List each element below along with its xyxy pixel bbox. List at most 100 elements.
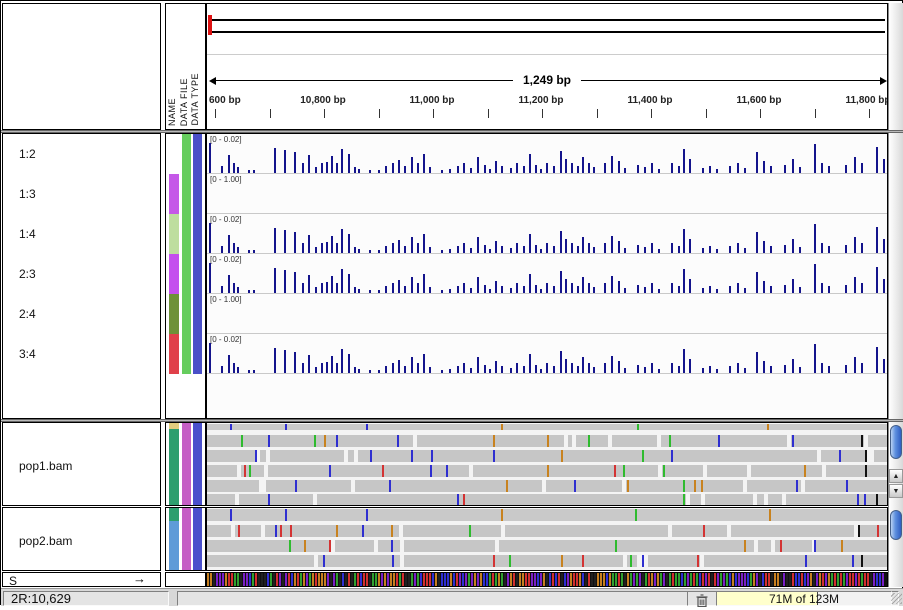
ruler-tick bbox=[869, 109, 870, 118]
read-boundary-gap bbox=[658, 465, 663, 477]
attribute-swatch-name[interactable] bbox=[169, 294, 179, 334]
track-name-pop2[interactable]: pop2.bam bbox=[19, 534, 73, 548]
data-bar bbox=[321, 243, 324, 253]
data-bar bbox=[623, 167, 626, 173]
sequence-base-stripes bbox=[207, 573, 887, 586]
track-name-pop1[interactable]: pop1.bam bbox=[19, 459, 73, 473]
attribute-swatch-name[interactable] bbox=[169, 214, 179, 254]
memory-fill-bar bbox=[717, 592, 818, 605]
data-track-row[interactable]: [0 - 1.00] bbox=[207, 174, 887, 214]
data-bar bbox=[814, 263, 817, 293]
data-bar bbox=[236, 166, 239, 173]
attribute-swatch-name[interactable] bbox=[169, 423, 179, 429]
data-bar bbox=[737, 242, 740, 253]
garbage-collect-button[interactable] bbox=[692, 594, 712, 608]
ruler-tick bbox=[487, 109, 489, 118]
track-name-label[interactable]: 2:4 bbox=[19, 307, 36, 321]
data-bar bbox=[827, 366, 830, 373]
snp-tick bbox=[560, 450, 563, 462]
attribute-swatch-name[interactable] bbox=[169, 174, 179, 214]
locus-field[interactable]: 2R:10,629 bbox=[3, 591, 169, 606]
vertical-scrollbar-track[interactable]: ▲ ▼ bbox=[888, 3, 903, 587]
data-bar bbox=[440, 369, 443, 373]
attribute-swatch-data-file[interactable] bbox=[182, 423, 191, 505]
track-name-label[interactable]: 2:3 bbox=[19, 267, 36, 281]
scroll-down-button[interactable]: ▼ bbox=[889, 484, 903, 498]
attribute-swatch-data-file[interactable] bbox=[182, 134, 191, 374]
sequence-base-stripe bbox=[792, 573, 794, 586]
tracks-data-panel[interactable]: [0 - 0.02] [0 - 1.00] [0 - 0.02] [0 - 0.02]… bbox=[206, 133, 888, 419]
read-boundary-gap bbox=[350, 480, 355, 492]
attribute-swatch-name[interactable] bbox=[169, 508, 179, 521]
sequence-base-stripe bbox=[879, 573, 881, 586]
data-bar bbox=[715, 248, 718, 253]
coverage-track-row[interactable] bbox=[207, 424, 887, 430]
track-range-label: [0 - 1.00] bbox=[210, 295, 242, 304]
scroll-up-button[interactable]: ▲ bbox=[889, 469, 903, 483]
sequence-base-stripe bbox=[423, 573, 425, 586]
data-bar bbox=[743, 167, 746, 173]
window-resize-grip[interactable] bbox=[891, 593, 902, 604]
data-bar bbox=[340, 148, 343, 173]
data-bar bbox=[743, 287, 746, 293]
data-track-row[interactable]: [0 - 1.00] bbox=[207, 294, 887, 334]
attribute-swatch-data-type[interactable] bbox=[193, 423, 202, 505]
snp-tick bbox=[613, 465, 616, 477]
snp-tick bbox=[744, 540, 747, 552]
attribute-swatch-data-type[interactable] bbox=[193, 508, 202, 570]
sequence-base-stripe bbox=[612, 573, 614, 586]
alignment-read-row[interactable] bbox=[207, 525, 887, 537]
ruler-panel[interactable]: 1,249 bp 600 bp 10,800 bp 11,000 bp 11,200 … bbox=[206, 3, 888, 130]
attribute-swatch-data-file[interactable] bbox=[182, 508, 191, 570]
data-bar bbox=[844, 244, 847, 253]
sequence-track-panel[interactable] bbox=[206, 572, 888, 587]
sequence-strand-arrow-icon[interactable]: → bbox=[133, 572, 146, 586]
panel-splitter-1[interactable] bbox=[1, 130, 903, 133]
data-bar bbox=[353, 246, 356, 253]
snp-tick bbox=[629, 555, 632, 567]
sequence-base-stripe bbox=[774, 573, 776, 586]
attribute-swatch-data-type[interactable] bbox=[193, 134, 202, 374]
data-bar bbox=[559, 270, 562, 293]
sequence-base-stripe bbox=[744, 573, 746, 586]
attribute-swatch-name[interactable] bbox=[169, 254, 179, 294]
attribute-swatch-name[interactable] bbox=[169, 521, 179, 570]
alignment-read-row[interactable] bbox=[207, 555, 887, 567]
scrollbar-thumb[interactable] bbox=[890, 510, 902, 540]
sequence-base-stripe bbox=[447, 573, 449, 586]
snp-tick bbox=[857, 494, 860, 505]
track-name-label[interactable]: 3:4 bbox=[19, 347, 36, 361]
alignment-read-row[interactable] bbox=[207, 494, 887, 505]
alignment-read-row[interactable] bbox=[207, 540, 887, 552]
sequence-base-stripe bbox=[291, 573, 293, 586]
span-arrow-left-head bbox=[209, 76, 216, 85]
data-track-row[interactable]: [0 - 0.02] bbox=[207, 334, 887, 374]
track-name-label[interactable]: 1:2 bbox=[19, 147, 36, 161]
sequence-base-stripe bbox=[519, 573, 521, 586]
track-name-label[interactable]: 1:4 bbox=[19, 227, 36, 241]
track-name-label[interactable]: 1:3 bbox=[19, 187, 36, 201]
pop2-alignment-panel[interactable] bbox=[206, 507, 888, 571]
data-track-row[interactable]: [0 - 0.02] bbox=[207, 134, 887, 174]
attribute-swatch-name[interactable] bbox=[169, 429, 179, 505]
attribute-swatch-name[interactable] bbox=[169, 334, 179, 374]
sequence-base-stripe bbox=[234, 573, 236, 586]
snp-tick bbox=[768, 509, 771, 521]
data-track-row[interactable]: [0 - 0.02] bbox=[207, 214, 887, 254]
alignment-read-row[interactable] bbox=[207, 465, 887, 477]
alignment-read-row[interactable] bbox=[207, 480, 887, 492]
coverage-track-row[interactable] bbox=[207, 509, 887, 521]
sequence-base-stripe bbox=[489, 573, 491, 586]
sequence-base-stripe bbox=[567, 573, 569, 586]
data-track-row[interactable]: [0 - 0.02] bbox=[207, 254, 887, 294]
panel-splitter-2[interactable] bbox=[1, 419, 903, 422]
alignment-read-row[interactable] bbox=[207, 450, 887, 462]
sequence-base-stripe bbox=[705, 573, 707, 586]
alignment-read-row[interactable] bbox=[207, 435, 887, 447]
data-bar bbox=[623, 287, 626, 293]
data-bar bbox=[522, 246, 525, 253]
sequence-base-stripe bbox=[444, 573, 446, 586]
pop1-alignment-panel[interactable] bbox=[206, 422, 888, 506]
data-bar bbox=[689, 159, 692, 173]
scrollbar-thumb[interactable] bbox=[890, 425, 902, 459]
